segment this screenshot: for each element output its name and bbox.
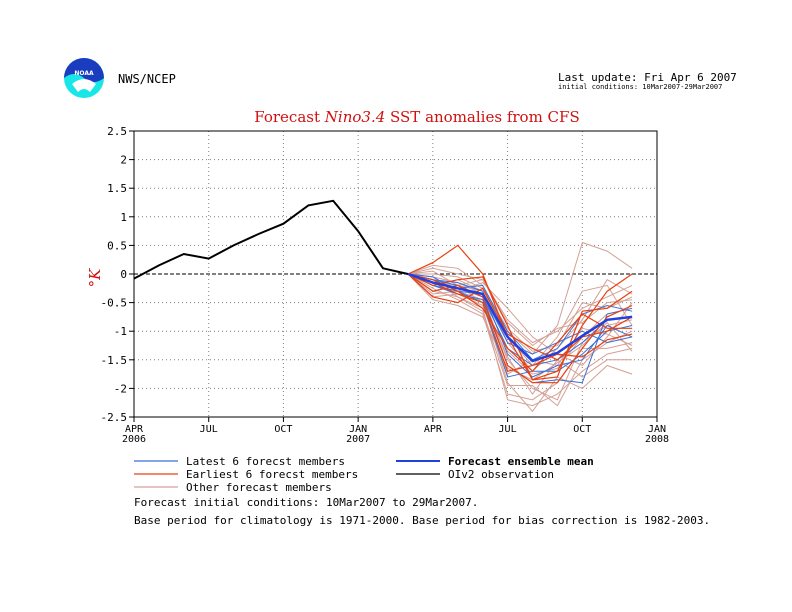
legend: Latest 6 forecst members Forecast ensembl… bbox=[134, 455, 594, 494]
earliest-member-line bbox=[407, 273, 633, 381]
y-tick-label: 0 bbox=[120, 268, 127, 281]
earliest-member-line bbox=[407, 273, 633, 361]
legend-label-latest: Latest 6 forecst members bbox=[186, 455, 345, 468]
x-tick-sublabel: 2008 bbox=[645, 434, 669, 445]
chart-title: Forecast Nino3.4 SST anomalies from CFS bbox=[254, 108, 579, 126]
x-tick-sublabel: 2006 bbox=[122, 434, 146, 445]
chart-title-part-1: Forecast bbox=[254, 108, 325, 126]
y-tick-label: 2 bbox=[120, 154, 127, 167]
other-member-line bbox=[407, 273, 633, 375]
ensemble-mean-line bbox=[407, 272, 633, 363]
other-member-line bbox=[407, 267, 633, 344]
other-member-line bbox=[408, 273, 633, 352]
x-tick-label: JUL bbox=[499, 424, 517, 435]
x-tick-label: APR bbox=[125, 424, 144, 435]
observation-line bbox=[133, 199, 409, 280]
y-tick-label: -1.5 bbox=[101, 354, 128, 367]
y-tick-label: 2.5 bbox=[107, 125, 127, 138]
legend-label-earliest: Earliest 6 forecst members bbox=[186, 468, 358, 481]
earliest-member-line bbox=[407, 244, 633, 381]
chart-title-part-3: SST anomalies from CFS bbox=[385, 108, 579, 126]
note-base-period: Base period for climatology is 1971-2000… bbox=[134, 514, 711, 527]
noaa-logo-sky bbox=[64, 58, 104, 82]
y-axis-label: °K bbox=[86, 268, 104, 288]
initial-conditions-range: initial conditions: 10Mar2007-29Mar2007 bbox=[558, 83, 723, 91]
y-tick-label: 0.5 bbox=[107, 239, 127, 252]
note-initial-conditions: Forecast initial conditions: 10Mar2007 t… bbox=[134, 496, 479, 509]
y-tick-label: 1.5 bbox=[107, 182, 127, 195]
last-update: Last update: Fri Apr 6 2007 bbox=[558, 71, 737, 84]
legend-label-other: Other forecast members bbox=[186, 481, 332, 494]
chart-title-part-2: Nino3.4 bbox=[324, 108, 385, 126]
noaa-logo-bird bbox=[72, 79, 96, 92]
y-tick-label: -0.5 bbox=[101, 297, 128, 310]
other-member-line bbox=[407, 273, 633, 381]
legend-label-observation: OIv2 observation bbox=[448, 468, 554, 481]
latest-member-line bbox=[407, 273, 633, 378]
y-tick-label: -1 bbox=[114, 325, 127, 338]
x-tick-label: JAN bbox=[648, 424, 666, 435]
earliest-member-line bbox=[407, 273, 633, 372]
x-tick-label: APR bbox=[424, 424, 443, 435]
agency-label: NWS/NCEP bbox=[118, 72, 176, 86]
y-tick-label: -2 bbox=[114, 382, 127, 395]
noaa-logo: NOAA bbox=[64, 58, 104, 98]
x-tick-label: OCT bbox=[274, 424, 292, 435]
x-tick-sublabel: 2007 bbox=[346, 434, 370, 445]
x-tick-label: OCT bbox=[573, 424, 591, 435]
x-tick-label: JUL bbox=[200, 424, 218, 435]
x-tick-label: JAN bbox=[349, 424, 367, 435]
y-tick-label: -2.5 bbox=[101, 411, 128, 424]
plot-frame bbox=[133, 130, 658, 418]
y-tick-label: 1 bbox=[120, 211, 127, 224]
legend-label-mean: Forecast ensemble mean bbox=[448, 455, 594, 468]
noaa-logo-text: NOAA bbox=[74, 70, 94, 77]
